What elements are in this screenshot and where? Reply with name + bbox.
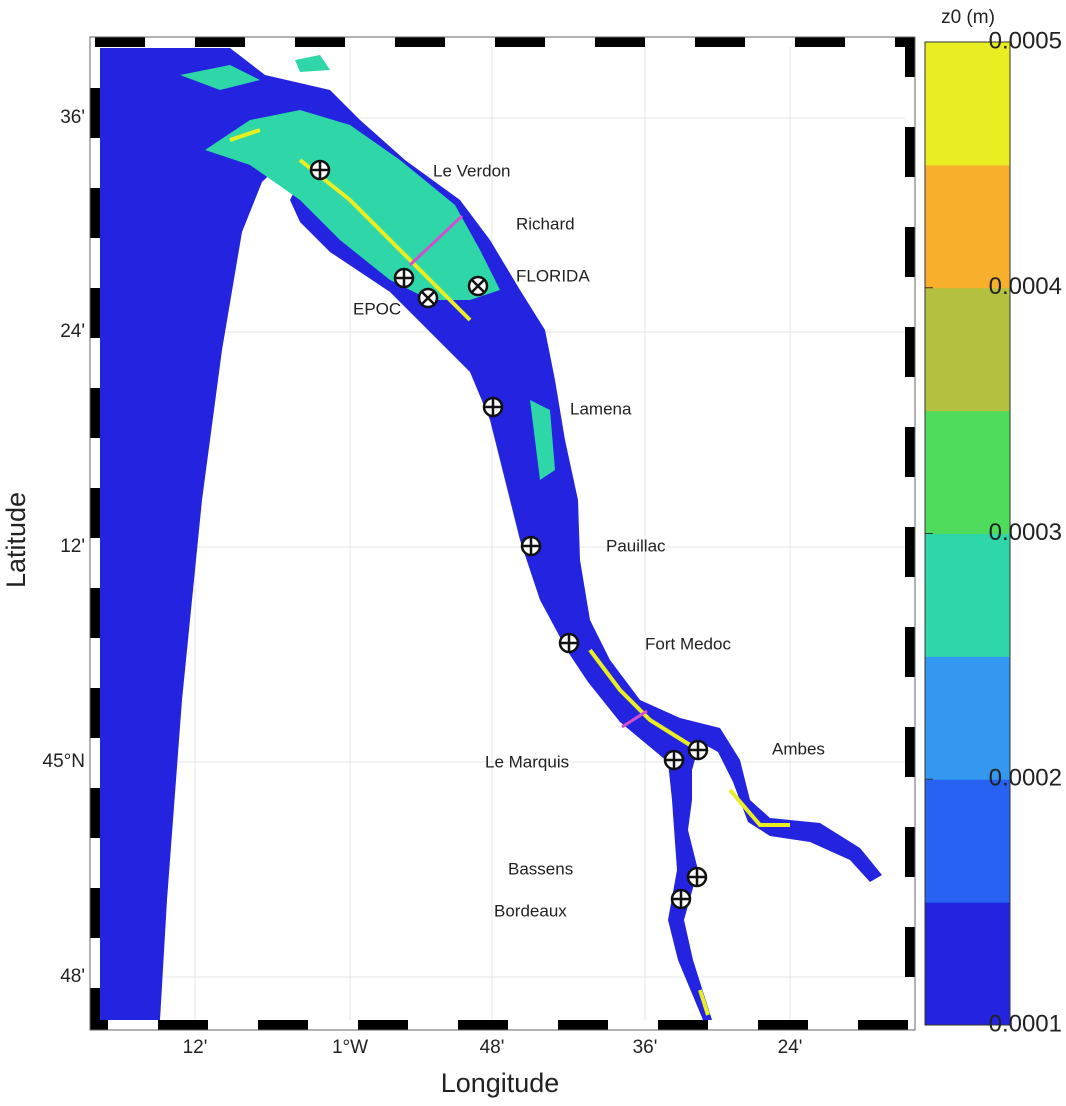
place-label: EPOC (353, 299, 401, 318)
place-label: Bassens (508, 859, 573, 878)
colorbar-tick-label: 0.0002 (989, 765, 1062, 792)
place-label: Fort Medoc (645, 634, 731, 653)
x-axis-label: Longitude (441, 1068, 560, 1098)
stations (309, 159, 709, 910)
colorbar-title: z0 (m) (941, 7, 995, 28)
place-label: Richard (516, 214, 575, 233)
sections (408, 214, 648, 729)
map-border (89, 36, 916, 1031)
place-label: Pauillac (606, 536, 666, 555)
x-tick-label: 48' (480, 1037, 505, 1058)
colorbar-band (925, 902, 1010, 1026)
place-label: Lamena (570, 399, 632, 418)
y-tick-label: 48' (60, 966, 85, 987)
place-label: Bordeaux (494, 901, 567, 920)
place-label: Ambes (772, 739, 825, 758)
x-tick-label: 24' (778, 1037, 803, 1058)
place-label: FLORIDA (516, 266, 590, 285)
y-tick-label: 45°N (43, 751, 85, 772)
map-frame (90, 37, 915, 1030)
colorbar-tick-label: 0.0001 (989, 1010, 1062, 1037)
y-axis-label: Latitude (1, 492, 31, 588)
colorbar-band (925, 164, 1010, 289)
y-tick-label: 36' (60, 107, 85, 128)
y-tick-label: 24' (60, 321, 85, 342)
water-body (100, 48, 882, 1020)
colorbar-band (925, 656, 1010, 780)
colorbar-tick-label: 0.0004 (989, 273, 1062, 300)
x-tick-label: 1°W (332, 1037, 368, 1058)
roughness-high (229, 128, 790, 1016)
colorbar-band (925, 287, 1010, 412)
colorbar-tick-label: 0.0005 (989, 27, 1062, 54)
colorbar-tick-label: 0.0003 (989, 519, 1062, 546)
colorbar-band (925, 533, 1010, 657)
x-tick-label: 12' (183, 1037, 208, 1058)
colorbar-band (925, 42, 1010, 166)
colorbar-band (925, 410, 1010, 534)
x-tick-label: 36' (633, 1037, 658, 1058)
y-tick-label: 12' (60, 536, 85, 557)
colorbar-band (925, 779, 1010, 903)
place-label: Le Marquis (485, 752, 569, 771)
place-label: Le Verdon (433, 161, 511, 180)
